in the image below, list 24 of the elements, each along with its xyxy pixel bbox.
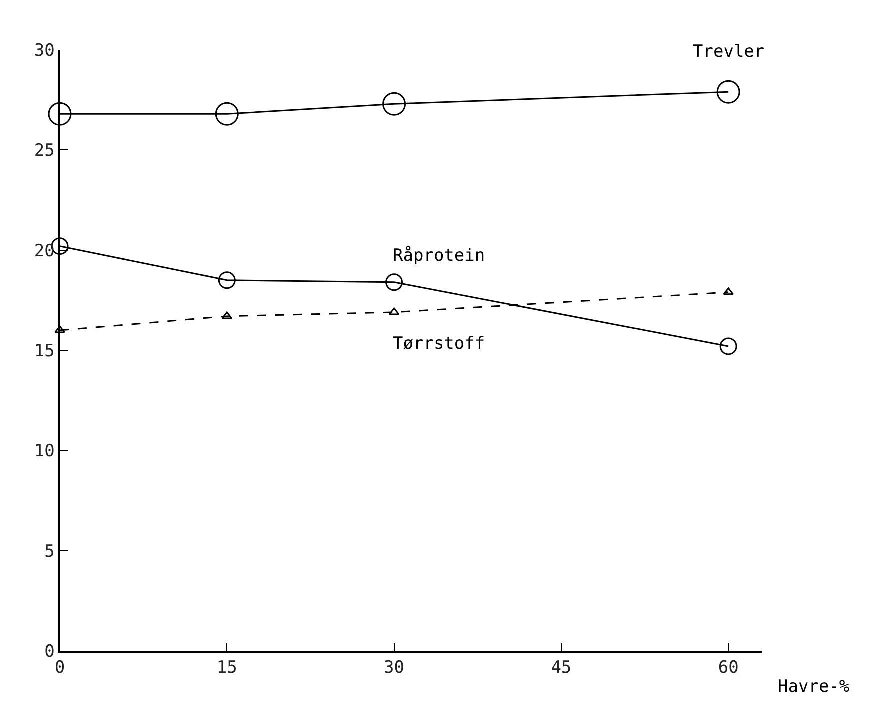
x-tick-label: 60: [718, 658, 739, 678]
x-tick-label: 45: [551, 658, 572, 678]
point: [48, 102, 72, 126]
x-axis-title: Havre-%: [778, 677, 850, 697]
x-tick-label: 15: [216, 658, 238, 678]
y-tick-label: 20: [34, 241, 55, 262]
point: [723, 288, 734, 296]
y-tick-label: 5: [44, 542, 55, 562]
y-tick-label: 10: [34, 442, 55, 462]
point: [720, 338, 738, 356]
point: [218, 272, 236, 290]
y-tick-label: 15: [34, 341, 55, 362]
y-tick-label: 25: [34, 141, 55, 162]
series-label: Trevler: [693, 42, 765, 62]
point: [54, 326, 66, 334]
x-tick-label: 30: [384, 658, 405, 678]
y-tick-label: 30: [34, 40, 55, 61]
point: [382, 92, 406, 116]
point: [386, 274, 404, 292]
point: [716, 80, 740, 104]
point: [215, 102, 239, 126]
series-label: Tørrstoff: [393, 334, 486, 354]
series-label: Råprotein: [393, 246, 486, 266]
y-tick-label: 0: [44, 642, 55, 662]
